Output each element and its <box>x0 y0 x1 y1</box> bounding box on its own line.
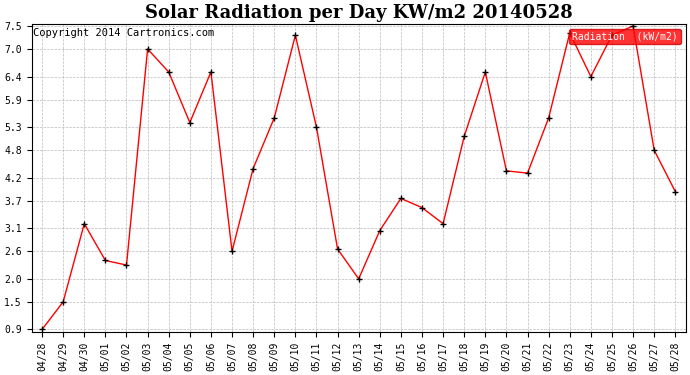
Legend: Radiation  (kW/m2): Radiation (kW/m2) <box>569 28 681 44</box>
Text: Copyright 2014 Cartronics.com: Copyright 2014 Cartronics.com <box>33 28 214 38</box>
Title: Solar Radiation per Day KW/m2 20140528: Solar Radiation per Day KW/m2 20140528 <box>145 4 573 22</box>
